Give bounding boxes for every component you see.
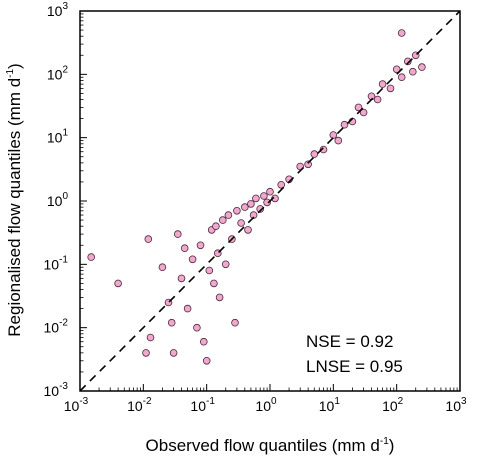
data-point bbox=[244, 226, 252, 234]
y-tick-label: 103 bbox=[47, 1, 69, 19]
data-point bbox=[224, 211, 233, 219]
data-point bbox=[373, 95, 382, 104]
data-point bbox=[114, 279, 122, 288]
data-point bbox=[359, 108, 368, 117]
data-point bbox=[231, 318, 239, 327]
x-tick-label: 10-3 bbox=[64, 396, 89, 414]
data-point bbox=[202, 356, 211, 365]
data-point bbox=[144, 235, 153, 243]
data-point bbox=[215, 293, 224, 302]
x-tick-label: 102 bbox=[382, 396, 404, 414]
y-tick-label: 10-2 bbox=[44, 318, 69, 336]
data-point bbox=[247, 200, 255, 208]
data-point bbox=[146, 333, 155, 342]
x-tick-label: 10-2 bbox=[127, 396, 152, 414]
data-point bbox=[158, 263, 167, 272]
data-point bbox=[177, 274, 186, 283]
data-point bbox=[340, 120, 349, 129]
data-point bbox=[221, 260, 230, 269]
data-point bbox=[329, 131, 338, 139]
data-point bbox=[260, 192, 268, 200]
y-tick-label: 102 bbox=[47, 64, 69, 82]
data-point bbox=[310, 150, 319, 158]
x-axis-title: Observed flow quantiles (mm d-1) bbox=[146, 436, 395, 455]
data-point bbox=[188, 255, 197, 264]
data-point bbox=[266, 187, 274, 196]
data-point bbox=[334, 136, 343, 145]
data-point bbox=[304, 160, 312, 169]
data-point bbox=[378, 80, 387, 88]
x-tick-label: 103 bbox=[445, 396, 467, 414]
data-point bbox=[205, 266, 214, 275]
data-point bbox=[87, 253, 95, 261]
data-point bbox=[277, 181, 286, 189]
data-point bbox=[392, 65, 401, 74]
data-point bbox=[319, 145, 328, 154]
data-point bbox=[196, 241, 205, 250]
data-point bbox=[167, 318, 176, 327]
y-tick-label: 10-1 bbox=[44, 254, 69, 272]
data-point bbox=[193, 323, 201, 332]
data-point bbox=[233, 207, 241, 215]
data-point bbox=[174, 230, 182, 238]
data-point bbox=[180, 244, 189, 253]
data-point bbox=[403, 57, 412, 66]
data-point bbox=[212, 222, 220, 231]
x-tick-label: 100 bbox=[255, 396, 277, 414]
points-layer bbox=[87, 29, 426, 365]
x-tick-label: 10-1 bbox=[190, 396, 215, 414]
data-point bbox=[263, 198, 271, 207]
data-point bbox=[252, 194, 260, 203]
annotation-nse: NSE = 0.92 bbox=[306, 332, 393, 351]
y-tick-label: 10-3 bbox=[44, 381, 69, 399]
data-point bbox=[354, 103, 363, 112]
data-point bbox=[142, 349, 150, 357]
one-to-one-reference-line bbox=[79, 10, 461, 392]
data-point bbox=[210, 279, 218, 288]
data-point bbox=[219, 216, 227, 224]
y-tick-label: 101 bbox=[47, 128, 69, 146]
data-point bbox=[256, 205, 265, 213]
data-point bbox=[183, 304, 192, 313]
data-point bbox=[237, 219, 245, 227]
data-point bbox=[169, 349, 178, 357]
data-point bbox=[241, 203, 249, 211]
ticks-layer: 10-310-3 10-2 10-2 10-1 10-1 100 100 101 101 102 1… bbox=[44, 1, 467, 414]
data-point bbox=[418, 63, 426, 71]
data-point bbox=[397, 29, 406, 37]
y-axis-title: Regionalised flow quantiles (mm d-1) bbox=[5, 63, 24, 336]
data-point bbox=[386, 84, 395, 93]
x-tick-label: 101 bbox=[319, 396, 341, 414]
data-point bbox=[200, 337, 208, 346]
annotation-lnse: LNSE = 0.95 bbox=[306, 357, 403, 376]
data-point bbox=[408, 67, 417, 76]
data-point bbox=[397, 73, 406, 81]
y-tick-label: 100 bbox=[47, 191, 69, 209]
